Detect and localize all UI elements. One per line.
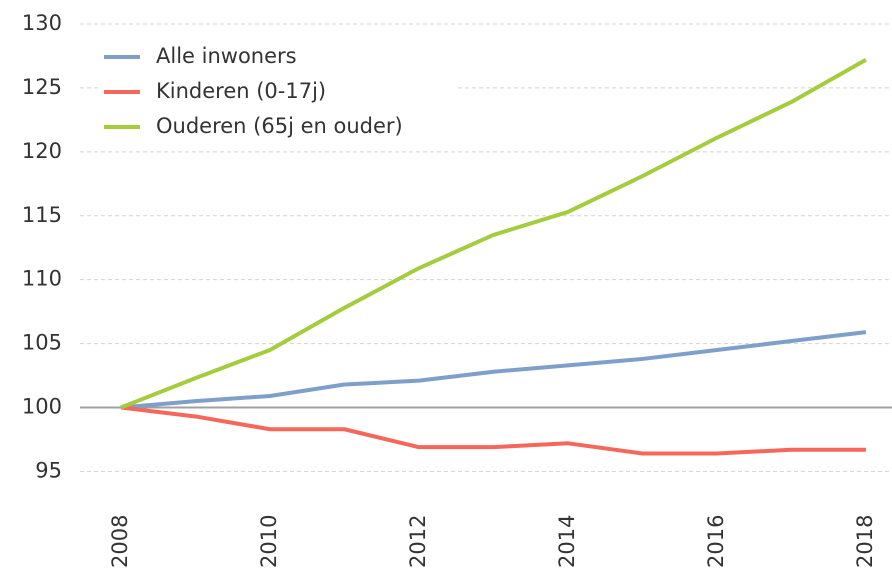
legend-band [98, 78, 458, 106]
x-tick-label: 2012 [406, 515, 430, 568]
y-tick-label: 95 [35, 458, 62, 482]
x-tick-label: 2016 [704, 515, 728, 568]
x-tick-label: 2014 [555, 515, 579, 568]
y-tick-label: 125 [22, 75, 62, 99]
y-tick-label: 100 [22, 395, 62, 419]
legend-band [98, 43, 458, 71]
x-tick-label: 2018 [853, 515, 877, 568]
legend-label: Kinderen (0-17j) [156, 79, 326, 103]
y-tick-label: 105 [22, 331, 62, 355]
legend-band [98, 113, 458, 141]
y-tick-label: 130 [22, 11, 62, 35]
line-series [120, 405, 866, 456]
y-tick-label: 120 [22, 139, 62, 163]
x-tick-label: 2008 [108, 515, 132, 568]
y-tick-label: 110 [22, 267, 62, 291]
line-series [120, 330, 867, 410]
line-series [120, 58, 867, 410]
x-tick-label: 2010 [257, 515, 281, 568]
legend-label: Alle inwoners [156, 44, 297, 68]
legend-label: Ouderen (65j en ouder) [156, 114, 403, 138]
y-tick-label: 115 [22, 203, 62, 227]
